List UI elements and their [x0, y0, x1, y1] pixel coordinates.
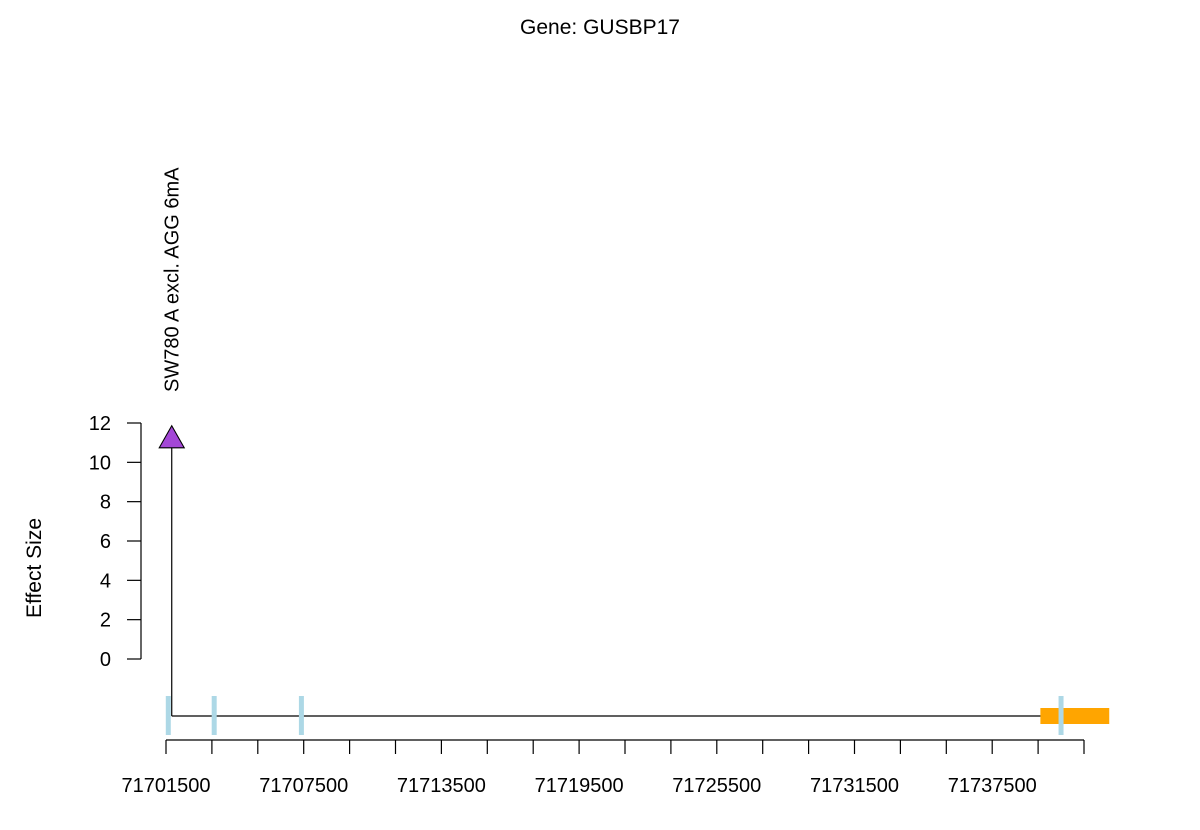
triangle-marker [158, 424, 186, 449]
y-tick-label: 2 [100, 610, 111, 632]
y-tick-label: 10 [89, 452, 111, 474]
x-tick-label: 71719500 [535, 775, 624, 797]
x-tick-label: 71731500 [810, 775, 899, 797]
x-tick-label: 71701500 [122, 775, 211, 797]
utr-block [1040, 708, 1110, 724]
y-axis: 0 2 4 6 8 10 12 [89, 413, 142, 671]
x-tick-label: 71713500 [397, 775, 486, 797]
y-tick-label: 12 [89, 413, 111, 435]
y-tick-label: 6 [100, 531, 111, 553]
x-tick-label: 71737500 [948, 775, 1037, 797]
y-axis-label: Effect Size [23, 518, 46, 618]
x-tick-label: 71725500 [672, 775, 761, 797]
data-points: SW780 A excl. AGG 6mA [158, 167, 186, 716]
y-tick-label: 8 [100, 492, 111, 514]
y-tick-label: 0 [100, 649, 111, 671]
y-tick-label: 4 [100, 570, 111, 592]
exon-mark [1058, 696, 1064, 735]
point-label: SW780 A excl. AGG 6mA [162, 167, 184, 392]
gene-track [165, 696, 1110, 735]
exon-mark [165, 696, 171, 735]
exon-mark [298, 696, 304, 735]
chart-title: Gene: GUSBP17 [520, 16, 680, 39]
exon-mark [211, 696, 217, 735]
x-axis: 71701500 71707500 71713500 71719500 71725500… [122, 739, 1085, 797]
x-tick-label: 71707500 [259, 775, 348, 797]
